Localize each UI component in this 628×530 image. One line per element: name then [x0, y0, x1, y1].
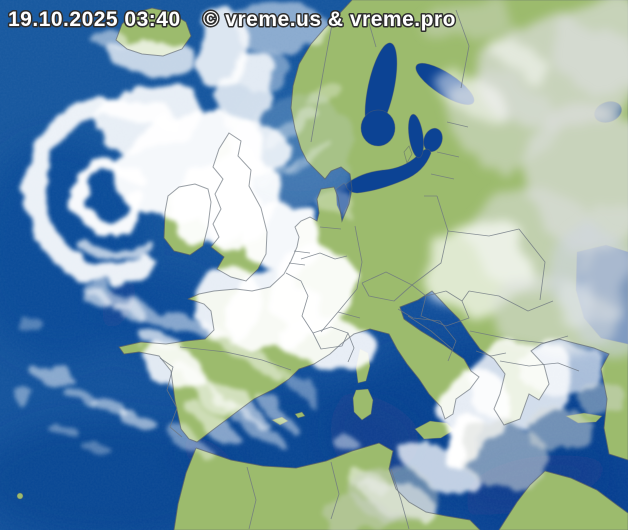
cloud-cyclone-spiral	[24, 84, 285, 389]
island-sardinia	[352, 388, 374, 421]
sea-bothnia-south	[360, 109, 396, 147]
border-algeria-tunisia	[330, 461, 340, 520]
island-menorca	[294, 411, 306, 419]
border-switzerland	[312, 326, 355, 363]
border-romania	[461, 290, 569, 344]
border-norway-sweden	[310, 18, 334, 143]
border-bulgaria-greece	[475, 350, 580, 372]
text-overlay: 19.10.2025 03:40 © vreme.us & vreme.pro	[7, 7, 457, 33]
cloud-layers	[10, 0, 628, 530]
map-overlay-lines	[115, 0, 628, 530]
cloud-east-europe-haze	[420, 0, 628, 356]
sea-baltic	[345, 148, 432, 194]
border-spain-france	[179, 346, 292, 371]
border-tunisia-libya	[390, 468, 410, 530]
border-morocco-algeria	[246, 466, 257, 530]
border-benelux	[288, 250, 311, 266]
border-balkans	[397, 308, 457, 362]
border-belarus-ukraine	[447, 228, 546, 301]
border-sweden-finland	[368, 22, 377, 48]
island-madeira	[16, 492, 24, 500]
cloud-iberia-streaks	[137, 327, 321, 456]
border-poland-east	[411, 195, 449, 286]
border-austria-hungary	[411, 284, 470, 327]
cloud-ionian-storm	[320, 340, 624, 530]
sea-baltic-arm	[408, 113, 424, 159]
timestamp-label: 19.10.2025 03:40	[8, 8, 181, 31]
border-portugal-spain	[159, 357, 183, 438]
border-germany	[300, 225, 363, 333]
border-czechia	[361, 271, 413, 302]
island-gotland	[403, 145, 413, 165]
border-baltic-states	[430, 121, 469, 180]
copyright-label: © vreme.us & vreme.pro	[203, 8, 456, 31]
border-finland-russia	[455, 9, 470, 89]
cloud-atlantic-puffs	[10, 30, 198, 455]
cloud-black-sea	[548, 227, 628, 356]
border-france-east	[285, 272, 314, 334]
